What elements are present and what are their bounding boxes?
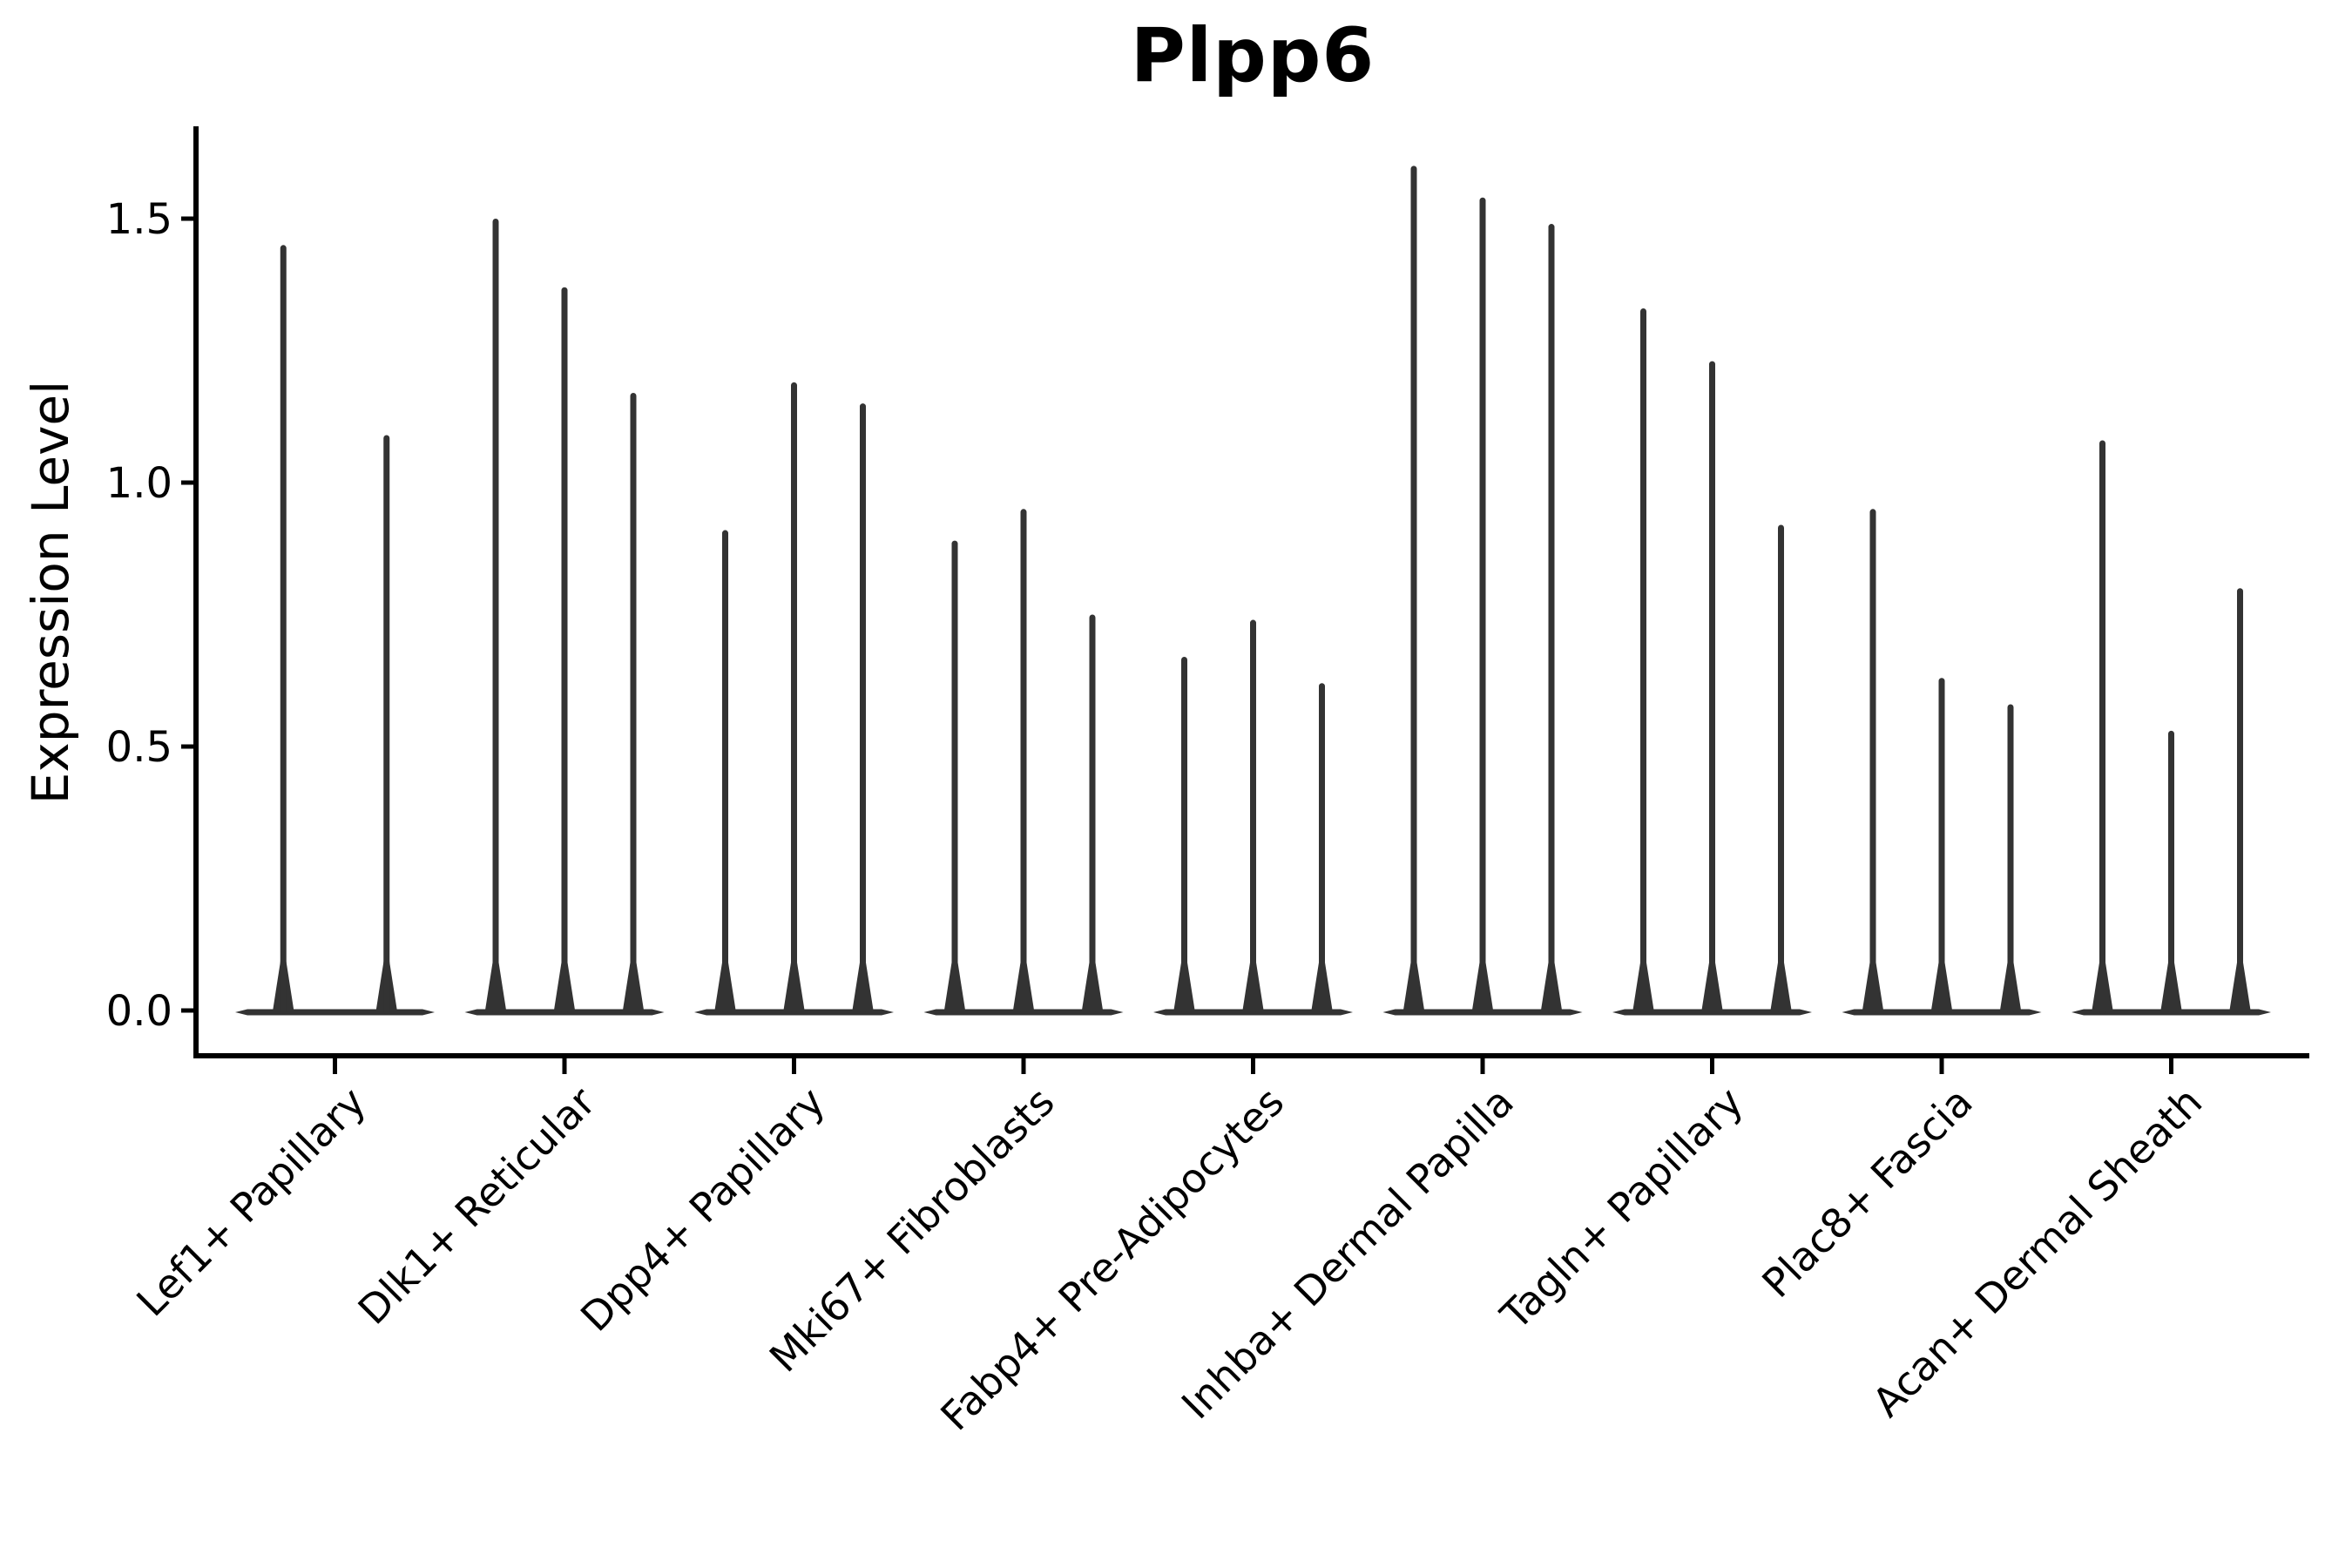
y-tick-label: 1.5 [106, 195, 172, 244]
chart-title: Plpp6 [1130, 12, 1375, 99]
x-tick-label: Dpp4+ Papillary [571, 1078, 834, 1341]
x-tick-label: Lef1+ Papillary [127, 1078, 375, 1326]
y-tick-label: 0.0 [106, 987, 172, 1036]
violin-base [235, 1009, 435, 1016]
x-tick-label: Plac8+ Fascia [1753, 1078, 1981, 1307]
y-tick-label: 0.5 [106, 723, 172, 772]
x-tick-label: Dlk1+ Reticular [349, 1078, 605, 1334]
y-axis-label: Expression Level [21, 380, 80, 805]
x-tick-label: Tagln+ Papillary [1491, 1078, 1753, 1340]
y-tick-label: 1.0 [106, 459, 172, 508]
